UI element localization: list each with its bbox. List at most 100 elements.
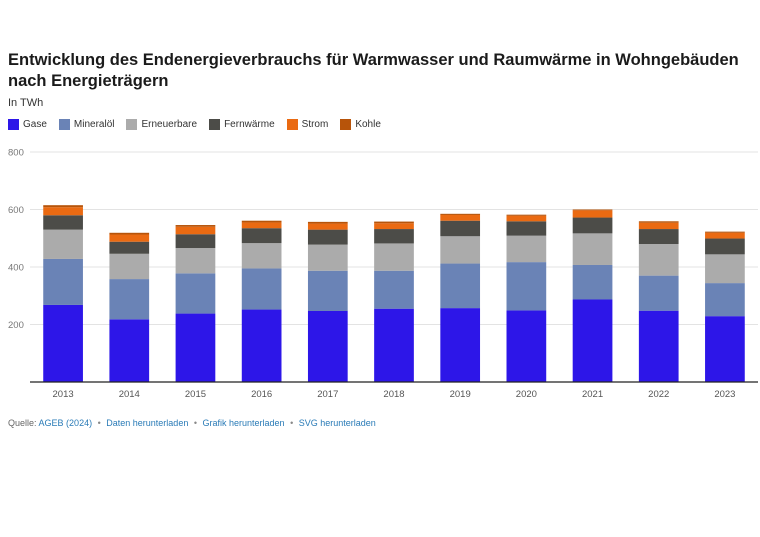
bar-segment bbox=[109, 234, 150, 242]
y-tick-label: 200 bbox=[8, 320, 24, 331]
bar-segment bbox=[241, 309, 282, 382]
separator: • bbox=[193, 418, 197, 428]
chart-subtitle: In TWh bbox=[8, 97, 44, 109]
bar-segment bbox=[705, 232, 745, 239]
bar-segment bbox=[374, 221, 414, 224]
bar-segment bbox=[241, 228, 282, 244]
x-tick-label: 2020 bbox=[516, 389, 537, 400]
legend: Gase Mineralöl Erneuerbare Fernwärme Strom Ko… bbox=[8, 119, 393, 130]
bar-segment bbox=[241, 268, 282, 310]
bar-segment bbox=[638, 244, 679, 276]
bar-segment bbox=[175, 313, 216, 382]
bar-segment bbox=[43, 258, 83, 305]
bar-segment bbox=[43, 207, 83, 216]
bar-segment bbox=[705, 283, 745, 317]
bar-segment bbox=[109, 253, 150, 280]
legend-item: Kohle bbox=[340, 119, 381, 130]
download-chart-link[interactable]: Grafik herunterladen bbox=[202, 418, 285, 428]
legend-label: Kohle bbox=[355, 119, 381, 130]
bar-segment bbox=[440, 308, 481, 382]
x-tick-label: 2014 bbox=[119, 389, 140, 400]
legend-item: Strom bbox=[286, 119, 329, 130]
bar-segment bbox=[572, 233, 613, 265]
download-data-link[interactable]: Daten herunterladen bbox=[106, 418, 189, 428]
bar-segment bbox=[705, 254, 745, 284]
y-tick-label: 400 bbox=[8, 263, 24, 274]
bar-segment bbox=[175, 273, 216, 314]
bar-segment bbox=[440, 263, 481, 309]
stacked-bar-chart: 200 400 600 800 2013 2014 2015 2016 2017 2018 2019… bbox=[8, 148, 758, 400]
bar-segment bbox=[43, 205, 83, 208]
legend-label: Strom bbox=[301, 119, 329, 130]
bar-segment bbox=[572, 264, 613, 300]
bar-segment bbox=[572, 217, 613, 234]
x-tick-label: 2022 bbox=[648, 389, 669, 400]
bar-segment bbox=[506, 214, 547, 216]
legend-item: Mineralöl bbox=[58, 119, 115, 130]
bar-segment bbox=[506, 221, 547, 236]
x-tick-label: 2023 bbox=[714, 389, 735, 400]
bar-segment bbox=[175, 248, 216, 274]
download-svg-link[interactable]: SVG herunterladen bbox=[298, 418, 376, 428]
y-tick-label: 600 bbox=[8, 205, 24, 216]
bar-segment bbox=[307, 244, 348, 271]
bar-segment bbox=[109, 319, 150, 382]
legend-label: Fernwärme bbox=[224, 119, 275, 130]
legend-swatch bbox=[340, 119, 352, 130]
bar-segment bbox=[109, 232, 150, 235]
legend-label: Gase bbox=[23, 119, 47, 130]
bar-segment bbox=[43, 215, 83, 230]
bar-segment bbox=[506, 310, 547, 382]
bar-segment bbox=[440, 236, 481, 264]
bar-segment bbox=[307, 310, 348, 382]
legend-swatch bbox=[8, 119, 19, 130]
legend-label: Mineralöl bbox=[73, 119, 115, 130]
legend-swatch bbox=[126, 119, 138, 130]
bar-segment bbox=[307, 270, 348, 311]
legend-swatch bbox=[58, 119, 70, 130]
bar-segment bbox=[705, 316, 745, 382]
legend-swatch bbox=[286, 119, 298, 130]
legend-item: Gase bbox=[8, 119, 47, 130]
bar-segment bbox=[374, 270, 414, 309]
x-tick-label: 2013 bbox=[53, 389, 74, 400]
bar-segment bbox=[374, 308, 414, 382]
separator: • bbox=[97, 418, 101, 428]
bar-segment bbox=[638, 221, 679, 223]
bar-segment bbox=[241, 220, 282, 223]
y-tick-label: 800 bbox=[8, 148, 24, 159]
x-tick-label: 2017 bbox=[317, 389, 338, 400]
x-tick-label: 2016 bbox=[251, 389, 272, 400]
bar-segment bbox=[241, 243, 282, 269]
legend-swatch bbox=[209, 119, 221, 130]
bar-segment bbox=[43, 229, 83, 259]
bar-segment bbox=[638, 222, 679, 230]
bar-segment bbox=[374, 229, 414, 244]
bar-segment bbox=[175, 226, 216, 235]
bar-segment bbox=[638, 310, 679, 382]
x-tick-label: 2019 bbox=[450, 389, 471, 400]
bar-segment bbox=[440, 213, 481, 215]
bar-segment bbox=[374, 223, 414, 230]
bar-segment bbox=[572, 210, 613, 218]
bar-segment bbox=[109, 241, 150, 254]
bar-segment bbox=[572, 209, 613, 211]
x-tick-label: 2021 bbox=[582, 389, 603, 400]
source-line: Quelle: AGEB (2024) • Daten herunterlade… bbox=[8, 418, 376, 428]
bar-segment bbox=[638, 275, 679, 311]
chart-title: Entwicklung des Endenergieverbrauchs für… bbox=[8, 51, 739, 90]
bar-segment bbox=[572, 299, 613, 382]
bar-segment bbox=[175, 225, 216, 227]
bar-segment bbox=[638, 229, 679, 244]
bar-segment bbox=[307, 221, 348, 224]
source-ageb-link[interactable]: AGEB (2024) bbox=[38, 418, 93, 428]
bar-segment bbox=[307, 223, 348, 230]
x-tick-label: 2015 bbox=[185, 389, 206, 400]
bar-segment bbox=[307, 229, 348, 245]
bar-segment bbox=[374, 243, 414, 271]
legend-item: Fernwärme bbox=[209, 119, 275, 130]
bar-segment bbox=[440, 214, 481, 221]
bar-segment bbox=[440, 220, 481, 237]
bar-segment bbox=[43, 304, 83, 382]
bar-segment bbox=[241, 222, 282, 229]
